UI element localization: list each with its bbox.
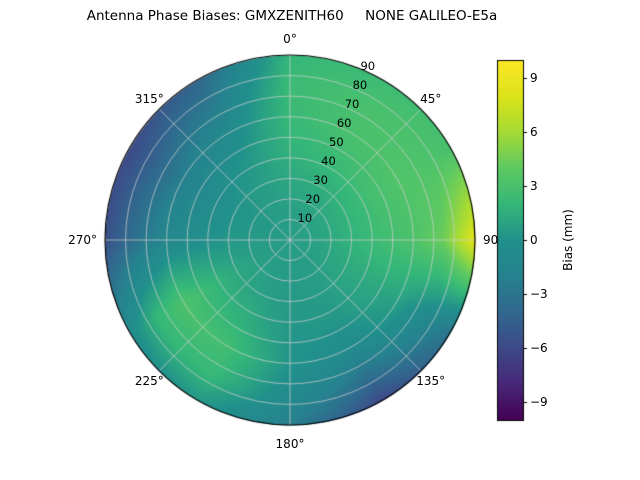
colorbar-axis-label: Bias (mm): [561, 209, 575, 271]
chart-title: Antenna Phase Biases: GMXZENITH60 NONE G…: [86, 8, 498, 24]
